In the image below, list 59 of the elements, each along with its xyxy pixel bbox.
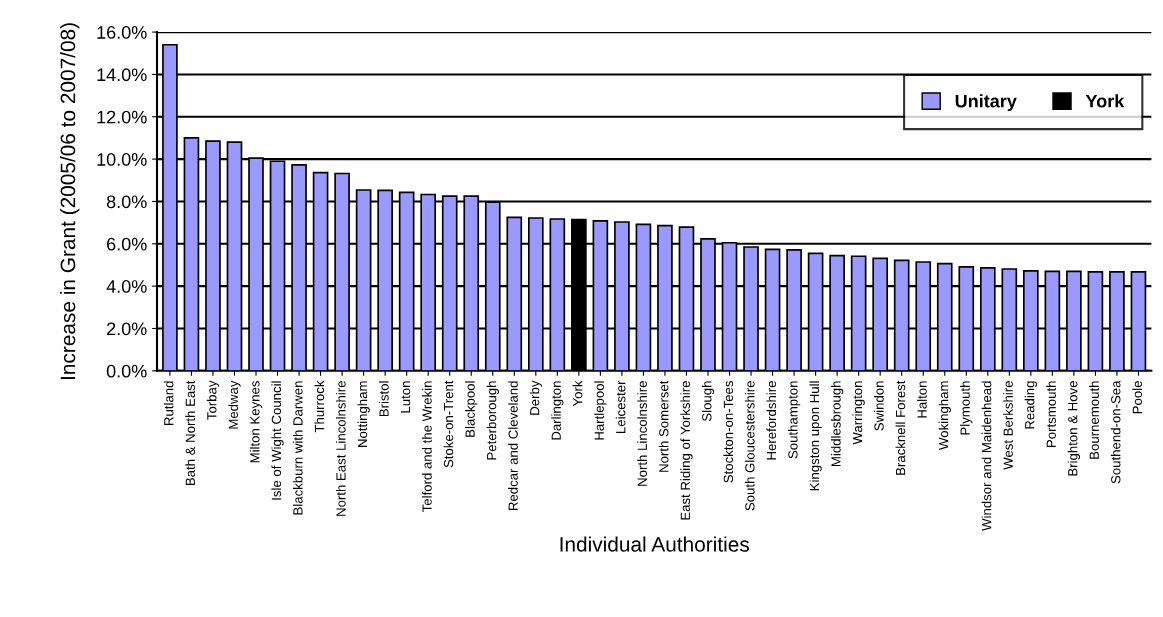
- x-tick-label: Milton Keynes: [249, 381, 263, 463]
- x-tick-label: Bristol: [379, 381, 389, 417]
- y-tick-label: 0.0%: [106, 364, 147, 378]
- x-tick-label: Darlington: [551, 381, 564, 440]
- x-tick-label: West Berkshire: [1003, 381, 1013, 470]
- x-tick-label: Peterborough: [486, 381, 499, 460]
- x-tick-label: Bracknell Forest: [895, 380, 906, 475]
- x-tick-label: Portsmouth: [1046, 381, 1056, 447]
- y-tick-label: 12.0%: [97, 110, 147, 124]
- x-tick-label: York: [572, 380, 583, 407]
- x-tick-label: Blackpool: [465, 381, 478, 437]
- x-tick-label: Southend-on-Sea: [1110, 380, 1121, 484]
- x-tick-label: Brighton & Hove: [1067, 381, 1081, 476]
- x-tick-label: East Riding of Yorkshire: [680, 381, 693, 520]
- y-tick-label: 2.0%: [107, 322, 147, 336]
- x-tick-label: North Somerset: [658, 380, 669, 472]
- x-tick-label: Isle of Wight Council: [271, 381, 284, 500]
- x-tick-label: South Gloucestershire: [744, 381, 755, 511]
- x-tick-label: Herefordshire: [766, 381, 777, 460]
- y-tick-label: 10.0%: [97, 153, 147, 166]
- y-tick-label: 16.0%: [97, 26, 147, 39]
- x-tick-label: Torbay: [206, 380, 220, 420]
- x-tick-label: Thurrock: [314, 380, 325, 433]
- x-tick-label: Kingston upon Hull: [809, 381, 822, 491]
- x-tick-label: Rutland: [163, 381, 174, 425]
- y-tick-label: 6.0%: [107, 237, 147, 251]
- x-tick-label: Stockton-on-Tees: [723, 381, 734, 483]
- x-tick-label: Southampton: [787, 381, 801, 459]
- x-tick-label: Luton: [401, 381, 411, 413]
- x-tick-label: Stoke-on-Trent: [443, 380, 454, 468]
- x-tick-label: Windsor and Maidenhead: [981, 381, 992, 531]
- y-tick-label: 14.0%: [97, 68, 147, 82]
- x-tick-label: Leicester: [615, 380, 626, 433]
- y-axis-title: Increase in Grant (2005/06 to 2007/08): [60, 23, 80, 380]
- x-tick-label: Wokingham: [938, 381, 951, 450]
- x-tick-label: North East Lincolnshire: [335, 381, 346, 516]
- x-tick-label: Blackburn with Darwen: [292, 381, 303, 515]
- legend-label: York: [1085, 94, 1125, 108]
- x-tick-label: Telford and the Wrekin: [422, 381, 432, 513]
- x-tick-label: Halton: [917, 381, 927, 418]
- x-tick-label: Warrington: [852, 381, 865, 445]
- x-tick-label: Redcar and Cleveland: [508, 381, 518, 511]
- x-tick-label: Medway: [228, 380, 241, 429]
- x-tick-label: Poole: [1132, 381, 1142, 414]
- x-tick-label: North Lincolnshire: [637, 381, 647, 486]
- x-tick-label: Derby: [529, 380, 542, 415]
- x-axis-title: Individual Authorities: [560, 536, 749, 552]
- legend-label: Unitary: [955, 94, 1017, 112]
- x-tick-label: Slough: [701, 381, 715, 422]
- x-tick-label: Middlesbrough: [830, 381, 844, 466]
- x-tick-label: Bath & North East: [185, 380, 195, 486]
- x-tick-label: Reading: [1024, 381, 1037, 429]
- x-tick-label: Swindon: [874, 381, 884, 431]
- x-tick-label: Hartlepool: [594, 381, 607, 440]
- y-tick-label: 4.0%: [106, 280, 147, 293]
- y-tick-label: 8.0%: [106, 195, 147, 209]
- x-tick-label: Nottingham: [357, 381, 370, 447]
- x-tick-label: Plymouth: [960, 381, 973, 435]
- x-tick-label: Bournemouth: [1089, 381, 1099, 459]
